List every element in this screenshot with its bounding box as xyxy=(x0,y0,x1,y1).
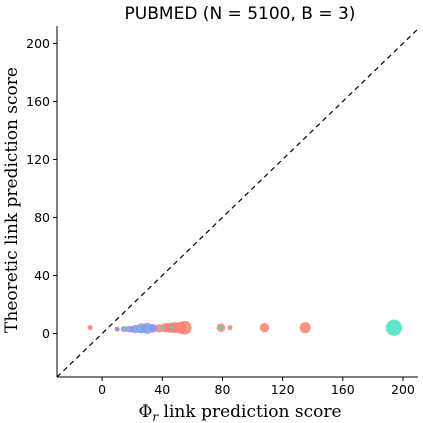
scatter-point xyxy=(160,325,164,330)
x-tick-label: 40 xyxy=(154,382,170,397)
scatter-point xyxy=(385,319,403,336)
x-axis-label-symbol: Φ xyxy=(138,402,152,422)
scatter-point xyxy=(87,325,93,331)
axes xyxy=(56,26,418,378)
scatter-point xyxy=(145,326,149,331)
x-axis-label: Φr link prediction score xyxy=(138,402,341,423)
x-axis-label-subscript: r xyxy=(152,410,159,423)
x-ticks: 0 40 80 120 160 200 xyxy=(98,377,415,397)
x-tick-label: 200 xyxy=(391,382,415,397)
y-ticks: 0 40 80 120 160 200 xyxy=(26,36,57,341)
x-tick-label: 160 xyxy=(331,382,355,397)
y-tick-label: 80 xyxy=(34,210,50,225)
y-tick-label: 200 xyxy=(26,36,50,51)
scatter-point xyxy=(299,322,311,334)
data-points xyxy=(87,319,403,336)
scatter-point xyxy=(218,325,224,330)
scatter-point xyxy=(115,327,120,332)
scatter-point xyxy=(137,327,142,332)
scatter-point xyxy=(178,320,192,335)
y-axis-label: Theoretic link prediction score xyxy=(2,67,22,333)
scatter-point xyxy=(227,325,233,331)
y-tick-label: 40 xyxy=(34,268,50,283)
x-tick-label: 80 xyxy=(215,382,231,397)
y-tick-label: 0 xyxy=(42,326,50,341)
identity-reference-line xyxy=(56,28,419,378)
x-tick-label: 120 xyxy=(271,382,295,397)
x-axis-label-text: link prediction score xyxy=(158,402,341,422)
scatter-point xyxy=(122,327,127,331)
x-tick-label: 0 xyxy=(98,382,106,397)
scatter-point xyxy=(149,324,158,333)
y-tick-label: 160 xyxy=(26,94,50,109)
scatter-point xyxy=(125,325,133,333)
y-tick-label: 120 xyxy=(26,152,50,167)
scatter-point xyxy=(169,325,174,330)
scatter-point xyxy=(259,323,270,333)
chart-title: PUBMED (N = 5100, B = 3) xyxy=(125,4,356,24)
